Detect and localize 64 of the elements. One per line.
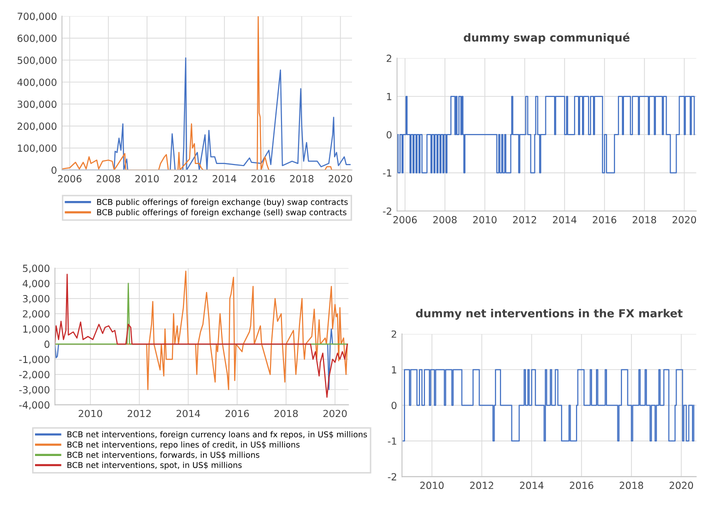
- y-tick-label: -2,000: [19, 370, 50, 380]
- chart-title: dummy swap communiqué: [464, 32, 630, 44]
- x-tick-label: 2006: [58, 175, 82, 182]
- y-tick-label: 2,000: [22, 310, 50, 319]
- x-tick-label: 2020: [672, 216, 696, 224]
- y-tick-label: 100,000: [18, 144, 56, 153]
- x-tick-label: 2010: [78, 410, 102, 418]
- y-tick-label: 0: [392, 402, 396, 410]
- x-tick-label: 2012: [128, 410, 151, 418]
- y-tick-label: 3,000: [22, 295, 50, 304]
- x-tick-label: 2014: [176, 410, 200, 418]
- y-tick-label: 0: [386, 131, 392, 138]
- y-tick-label: -2: [382, 207, 392, 215]
- y-tick-label: 300,000: [18, 100, 56, 109]
- x-tick-label: 2018: [290, 175, 314, 182]
- y-tick-label: -4,000: [19, 401, 50, 410]
- y-tick-label: 2: [392, 330, 396, 338]
- y-tick-label: 500,000: [18, 56, 56, 65]
- x-tick-label: 2018: [620, 482, 644, 490]
- x-tick-label: 2016: [570, 482, 594, 490]
- legend-label: BCB public offerings of foreign exchange (buy) swap contracts: [97, 198, 348, 207]
- x-tick-label: 2014: [520, 482, 544, 490]
- x-tick-label: 2008: [96, 175, 120, 182]
- legend-label: BCB net interventions, foreign currency loans and fx repos, in US$ millions: [67, 431, 367, 439]
- x-tick-label: 2010: [135, 175, 159, 182]
- legend-label: BCB net interventions, spot, in US$ millions: [67, 462, 242, 470]
- x-tick-label: 2014: [552, 216, 576, 224]
- y-tick-label: 200,000: [18, 122, 56, 131]
- x-tick-label: 2018: [632, 216, 656, 224]
- y-tick-label: -1: [388, 438, 396, 445]
- y-tick-label: 1: [387, 93, 392, 100]
- x-tick-label: 2014: [212, 175, 236, 182]
- x-tick-label: 2012: [174, 175, 198, 182]
- x-tick-label: 2020: [328, 175, 352, 182]
- y-tick-label: 4,000: [22, 280, 50, 288]
- y-tick-label: 0: [44, 340, 50, 348]
- y-tick-label: 600,000: [18, 34, 56, 43]
- y-tick-label: 1: [392, 366, 396, 374]
- x-tick-label: 2016: [251, 175, 275, 182]
- x-tick-label: 2008: [433, 216, 457, 224]
- x-tick-label: 2018: [274, 410, 298, 418]
- x-tick-label: 2020: [670, 482, 694, 490]
- x-tick-label: 2010: [420, 482, 444, 490]
- y-tick-label: 2: [386, 54, 392, 62]
- x-tick-label: 2006: [393, 216, 417, 224]
- legend-label: BCB public offerings of foreign exchange (sell) swap contracts: [97, 209, 346, 217]
- x-tick-label: 2012: [470, 482, 494, 490]
- y-tick-label: 700,000: [18, 12, 56, 22]
- y-tick-label: 1,000: [23, 325, 50, 334]
- x-tick-label: 2016: [592, 216, 616, 224]
- legend-label: BCB net interventions, forwards, in US$ millions: [67, 452, 260, 459]
- x-tick-label: 2016: [226, 410, 249, 418]
- x-tick-label: 2010: [473, 216, 497, 224]
- y-tick-label: -1,000: [19, 356, 50, 364]
- x-tick-label: 2012: [513, 216, 536, 224]
- y-tick-label: -1: [382, 169, 392, 176]
- y-tick-label: -3,000: [19, 386, 50, 394]
- y-tick-label: 0: [52, 166, 56, 174]
- y-tick-label: 5,000: [22, 264, 50, 274]
- legend-label: BCB net interventions, repo lines of credit, in US$ millions: [67, 441, 300, 450]
- y-tick-label: -2: [388, 473, 396, 480]
- x-tick-label: 2020: [323, 410, 347, 418]
- y-tick-label: 400,000: [17, 78, 56, 87]
- chart-title: dummy net interventions in the FX market: [416, 308, 683, 320]
